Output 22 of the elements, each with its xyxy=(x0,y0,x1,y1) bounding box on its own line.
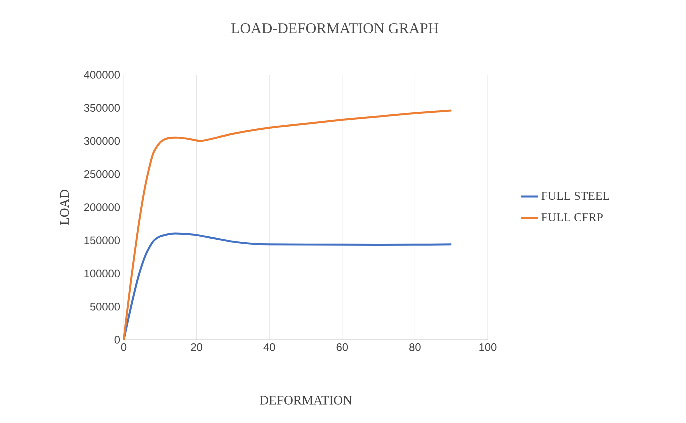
x-tick-label: 20 xyxy=(191,344,202,352)
x-tick-label: 40 xyxy=(264,344,276,352)
legend-label: FULL CFRP xyxy=(542,213,603,222)
y-tick-label: 300000 xyxy=(84,137,120,146)
x-axis-title: DEFORMATION xyxy=(260,396,352,405)
chart-title: LOAD-DEFORMATION GRAPH xyxy=(232,23,439,34)
y-tick-label: 50000 xyxy=(90,303,120,311)
y-axis-title: LOAD xyxy=(60,190,70,226)
y-tick-label: 200000 xyxy=(84,204,120,212)
y-tick-label: 400000 xyxy=(84,71,120,79)
x-tick-label: 100 xyxy=(480,344,497,352)
y-tick-label: 100000 xyxy=(84,270,120,278)
x-tick-label: 0 xyxy=(121,344,127,352)
line-series xyxy=(123,110,453,341)
x-tick-label: 80 xyxy=(410,344,421,352)
legend-label: FULL STEEL xyxy=(542,192,610,200)
y-tick-label: 150000 xyxy=(84,236,120,245)
line-series xyxy=(123,232,453,341)
x-tick-label: 60 xyxy=(336,344,348,352)
y-tick-label: 350000 xyxy=(84,104,120,112)
y-tick-label: 0 xyxy=(114,336,120,344)
y-tick-label: 250000 xyxy=(84,170,120,178)
